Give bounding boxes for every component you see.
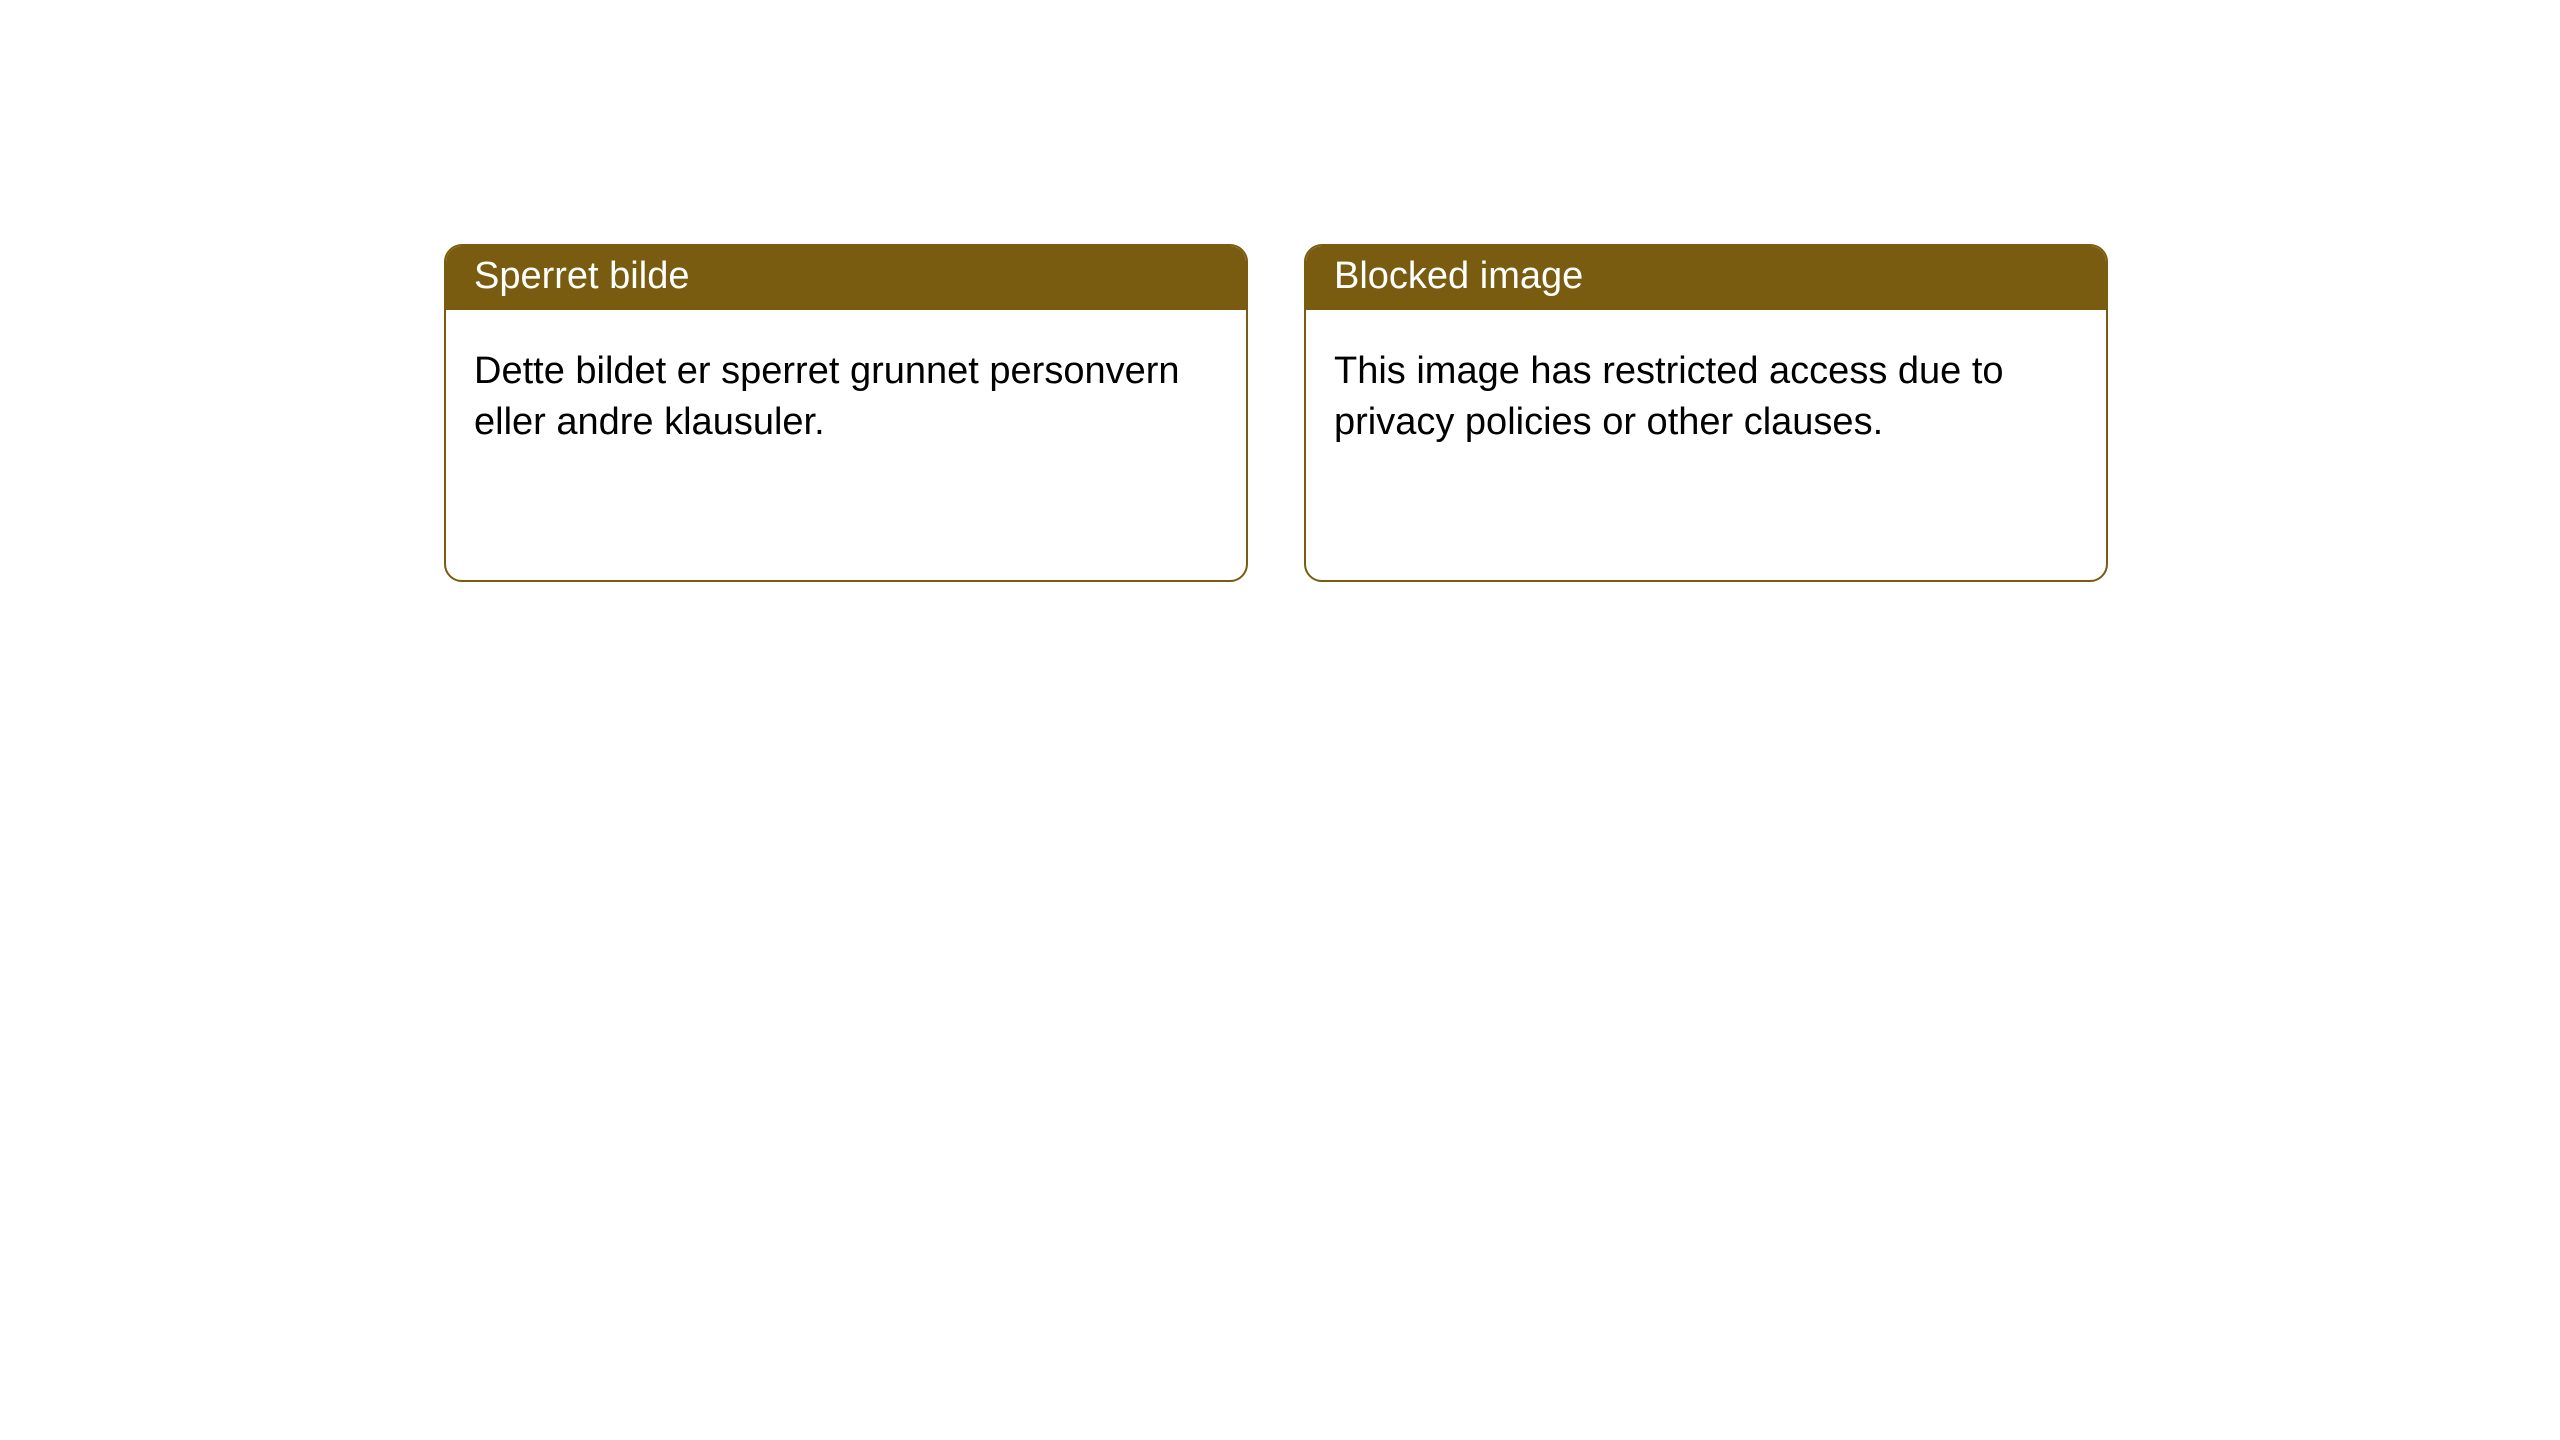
card-body-no: Dette bildet er sperret grunnet personve…	[446, 310, 1246, 580]
card-text-no: Dette bildet er sperret grunnet personve…	[474, 346, 1218, 449]
card-header-no: Sperret bilde	[446, 246, 1246, 310]
card-header-en: Blocked image	[1306, 246, 2106, 310]
blocked-image-card-no: Sperret bilde Dette bildet er sperret gr…	[444, 244, 1248, 582]
card-text-en: This image has restricted access due to …	[1334, 346, 2078, 449]
card-body-en: This image has restricted access due to …	[1306, 310, 2106, 580]
blocked-image-card-en: Blocked image This image has restricted …	[1304, 244, 2108, 582]
notice-container: Sperret bilde Dette bildet er sperret gr…	[0, 0, 2560, 582]
